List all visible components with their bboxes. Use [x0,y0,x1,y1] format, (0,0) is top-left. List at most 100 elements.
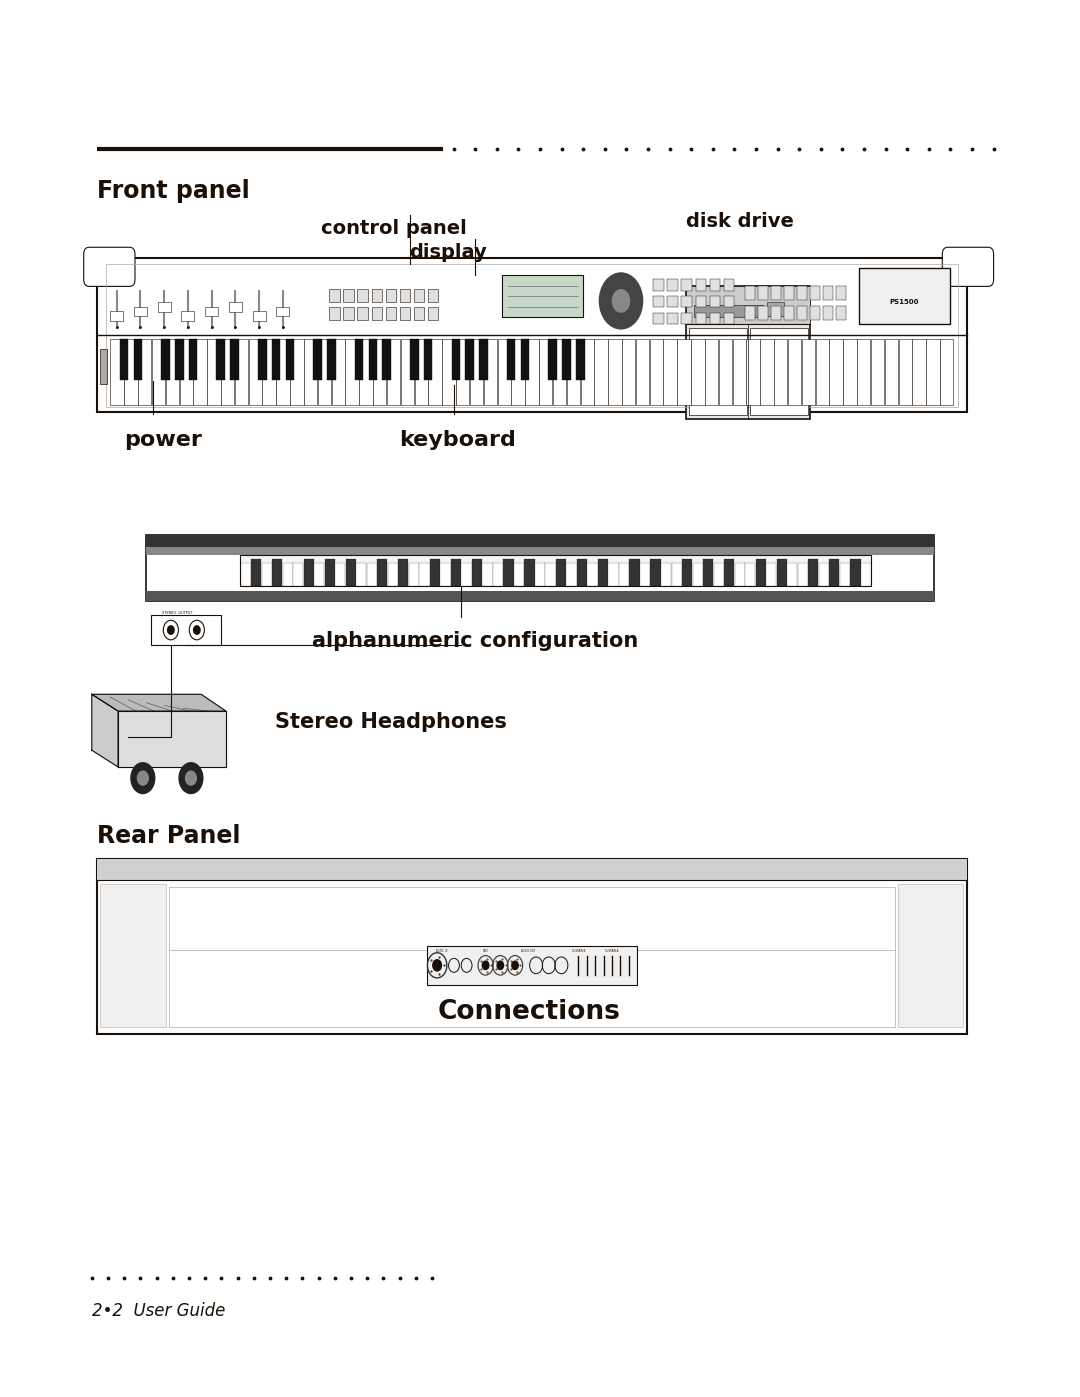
Bar [465,339,474,380]
Bar [797,306,807,320]
Bar [858,339,870,405]
Bar [608,339,622,405]
Bar [653,313,664,324]
Bar [653,279,664,291]
Bar [483,563,492,587]
Bar [152,339,165,405]
Text: Stereo Headphones: Stereo Headphones [275,712,508,732]
Bar [850,559,861,587]
Bar [691,339,704,405]
Bar [360,339,373,405]
Bar [428,307,438,320]
Bar [861,563,870,587]
Bar [451,339,460,380]
Bar [636,339,649,405]
Bar [745,286,755,300]
Bar [285,339,294,380]
Bar [283,563,293,587]
Bar [692,563,703,587]
Bar [354,339,363,380]
Bar [689,328,747,415]
Text: PS1500: PS1500 [890,299,919,305]
Bar [843,339,856,405]
Bar [146,546,934,555]
Bar [346,559,356,587]
Bar [470,339,483,405]
Bar [427,946,637,985]
Bar [784,306,794,320]
Bar [110,339,124,405]
Bar [640,563,650,587]
Bar [272,559,282,587]
Bar [810,306,820,320]
Bar [705,339,718,405]
Bar [484,339,497,405]
Bar [746,339,760,405]
Bar [410,339,419,380]
Bar [368,339,377,380]
Bar [367,563,377,587]
Bar [549,339,557,380]
Circle shape [167,626,174,634]
Bar [622,339,635,405]
Bar [899,884,963,1027]
Bar [588,563,597,587]
Bar [710,279,720,291]
Bar [808,559,819,587]
Bar [745,563,755,587]
Bar [193,339,206,405]
Bar [683,559,692,587]
Text: keyboard: keyboard [400,430,516,450]
Bar [106,264,958,407]
Bar [343,307,354,320]
Bar [696,313,706,324]
Bar [940,339,954,405]
Bar [677,339,691,405]
Bar [314,563,324,587]
Bar [836,306,846,320]
Bar [714,563,724,587]
Polygon shape [92,694,226,711]
Bar [784,286,794,300]
Bar [719,339,732,405]
Bar [262,339,275,405]
Bar [594,339,608,405]
Bar [801,339,815,405]
Bar [724,559,734,587]
Bar [771,306,781,320]
Bar [189,339,198,380]
Bar [696,296,706,307]
Bar [248,339,262,405]
Bar [110,312,123,321]
Bar [387,339,401,405]
Bar [724,313,734,324]
Bar [181,312,194,321]
Bar [503,559,514,587]
Bar [556,559,566,587]
Bar [241,563,251,587]
Bar [146,535,934,546]
Bar [797,286,807,300]
Bar [829,339,842,405]
Bar [414,289,424,302]
Bar [650,559,661,587]
Bar [751,328,809,415]
Bar [823,306,833,320]
Bar [138,339,151,405]
Bar [480,339,488,380]
Bar [276,339,289,405]
Bar [303,339,318,405]
Text: 2•2  User Guide: 2•2 User Guide [92,1302,225,1320]
Bar [377,559,388,587]
Bar [667,313,678,324]
Bar [388,563,397,587]
Bar [313,339,322,380]
Bar [630,559,639,587]
Bar [175,339,184,380]
Bar [318,339,332,405]
Bar [429,339,442,405]
Bar [303,559,314,587]
Bar [756,559,766,587]
Bar [498,339,511,405]
Text: STEREO  OUTPUT: STEREO OUTPUT [162,610,192,615]
